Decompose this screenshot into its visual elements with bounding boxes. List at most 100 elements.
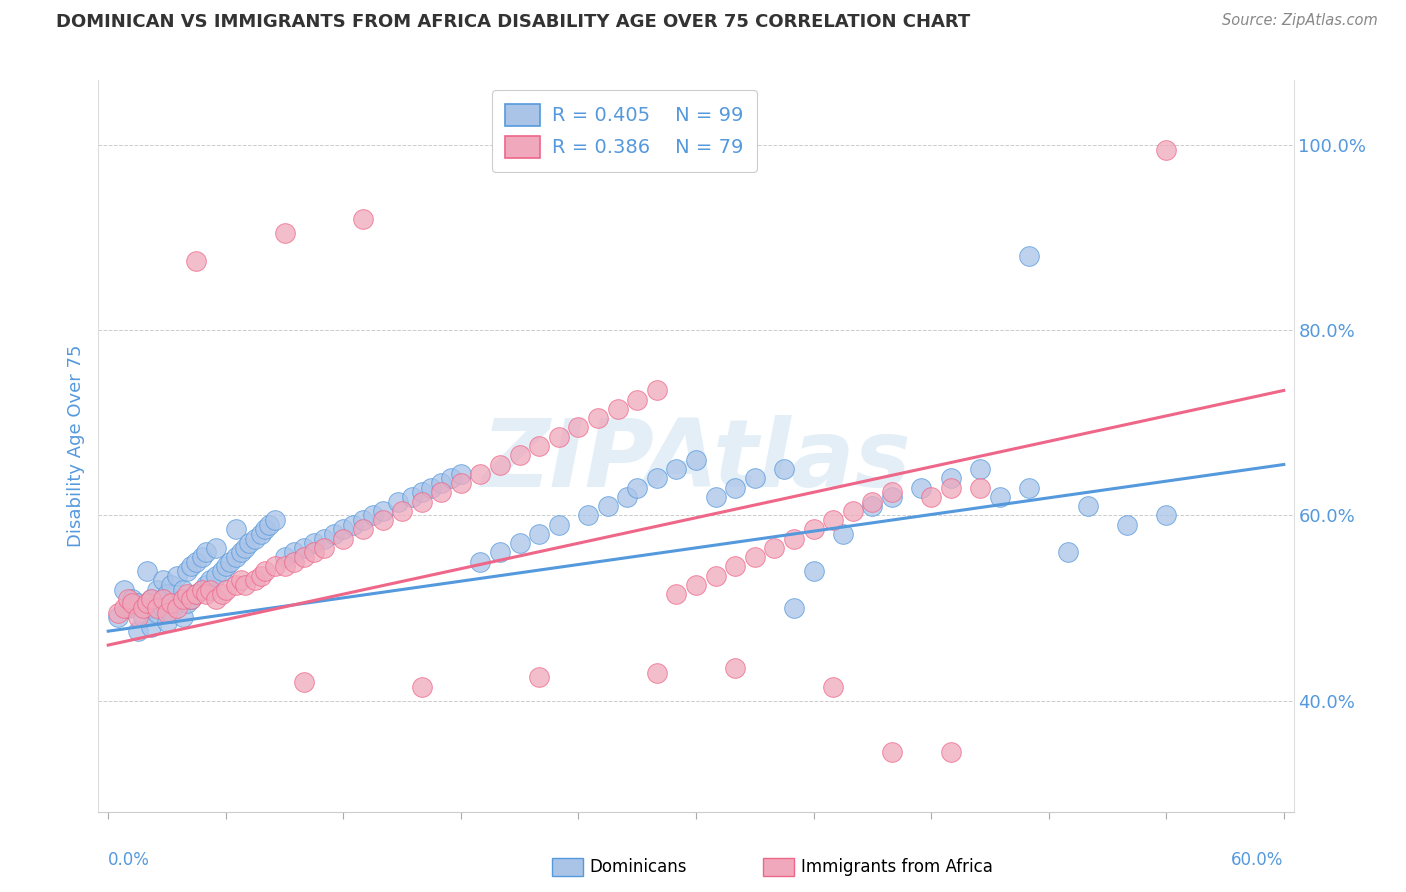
Point [107, 606, 129, 620]
Point [704, 490, 727, 504]
Point [939, 481, 962, 495]
Point [576, 508, 599, 523]
Point [263, 513, 285, 527]
Point [238, 536, 260, 550]
Point [186, 555, 208, 569]
Point [352, 212, 374, 227]
Point [186, 587, 208, 601]
Point [191, 582, 214, 597]
Point [152, 574, 174, 588]
Point [371, 504, 394, 518]
Text: 60.0%: 60.0% [1232, 851, 1284, 869]
Text: Immigrants from Africa: Immigrants from Africa [801, 858, 993, 876]
Point [596, 499, 619, 513]
Point [166, 601, 188, 615]
Point [411, 680, 433, 694]
Point [176, 596, 198, 610]
Point [172, 591, 194, 606]
Point [803, 564, 825, 578]
Point [411, 485, 433, 500]
Point [136, 596, 159, 610]
Point [744, 550, 766, 565]
Point [141, 591, 163, 606]
Point [724, 559, 747, 574]
Point [141, 619, 163, 633]
Point [744, 471, 766, 485]
Point [724, 661, 747, 675]
Point [606, 401, 628, 416]
Point [198, 582, 221, 597]
Point [783, 532, 806, 546]
Point [823, 513, 845, 527]
Point [195, 587, 218, 601]
Point [263, 559, 285, 574]
Point [470, 555, 492, 569]
Point [132, 610, 155, 624]
Point [860, 499, 883, 513]
Point [205, 568, 228, 582]
Point [332, 532, 354, 546]
Point [969, 462, 991, 476]
Point [160, 596, 183, 610]
Point [450, 467, 472, 481]
Point [198, 574, 221, 588]
Point [273, 226, 295, 240]
Point [724, 481, 747, 495]
Point [387, 494, 409, 508]
Point [292, 675, 315, 690]
Point [841, 504, 863, 518]
Point [211, 564, 233, 578]
Point [586, 411, 609, 425]
Point [152, 591, 174, 606]
Point [1077, 499, 1099, 513]
Point [160, 606, 183, 620]
Point [860, 494, 883, 508]
Point [211, 587, 233, 601]
Point [1018, 249, 1040, 263]
Point [195, 578, 218, 592]
Point [616, 490, 638, 504]
Point [235, 578, 257, 592]
Point [322, 527, 344, 541]
Point [489, 458, 512, 472]
Point [969, 481, 991, 495]
Point [1018, 481, 1040, 495]
Point [273, 550, 295, 565]
Point [117, 591, 139, 606]
Point [146, 582, 169, 597]
Point [243, 574, 266, 588]
Point [529, 439, 551, 453]
Point [112, 582, 135, 597]
Point [156, 615, 179, 629]
Point [292, 541, 315, 555]
Point [645, 665, 668, 680]
Point [156, 587, 179, 601]
Point [430, 485, 453, 500]
Point [411, 494, 433, 508]
Point [312, 532, 335, 546]
Point [235, 541, 257, 555]
Point [1057, 545, 1080, 559]
Text: DOMINICAN VS IMMIGRANTS FROM AFRICA DISABILITY AGE OVER 75 CORRELATION CHART: DOMINICAN VS IMMIGRANTS FROM AFRICA DISA… [56, 13, 970, 31]
Point [250, 568, 273, 582]
Point [191, 550, 214, 565]
Point [127, 624, 149, 639]
Point [547, 517, 569, 532]
Point [172, 582, 194, 597]
Point [179, 559, 201, 574]
Point [939, 471, 962, 485]
Point [920, 490, 942, 504]
Point [112, 601, 135, 615]
Point [195, 545, 218, 559]
Point [156, 601, 179, 615]
Point [401, 490, 423, 504]
Point [179, 591, 201, 606]
Point [910, 481, 932, 495]
Point [371, 513, 394, 527]
Point [231, 545, 253, 559]
Point [215, 559, 238, 574]
Point [352, 513, 374, 527]
Point [1154, 143, 1177, 157]
Point [292, 550, 315, 565]
Point [352, 522, 374, 536]
